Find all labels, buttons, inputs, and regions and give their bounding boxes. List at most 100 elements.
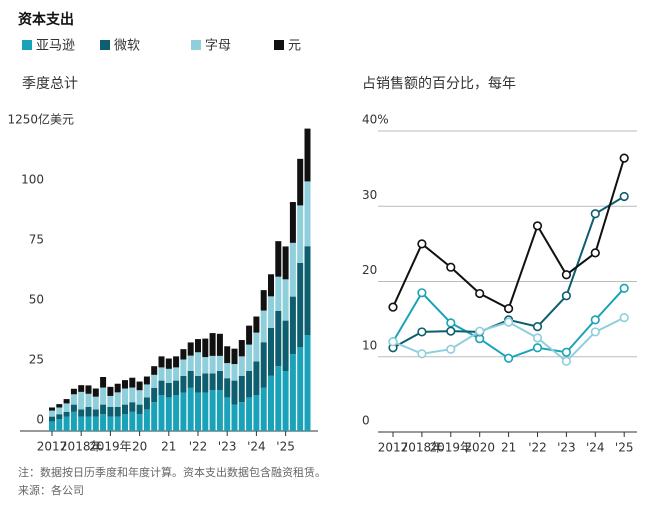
bar xyxy=(56,404,63,408)
point xyxy=(417,288,427,298)
point xyxy=(446,344,456,354)
bar xyxy=(107,395,114,407)
legend-label: 字母 xyxy=(205,39,231,54)
bar xyxy=(129,387,136,403)
bar xyxy=(231,364,238,381)
bar xyxy=(216,355,223,371)
bar xyxy=(260,342,267,388)
point xyxy=(590,209,600,219)
bar xyxy=(92,409,99,417)
bar xyxy=(100,404,107,415)
y-tick-label: 10 xyxy=(362,338,377,352)
bar xyxy=(129,411,136,431)
bar xyxy=(151,374,158,388)
bar xyxy=(158,356,165,368)
bar xyxy=(246,344,253,371)
bar xyxy=(253,332,260,362)
bar xyxy=(260,310,267,343)
bar xyxy=(289,242,296,297)
bar xyxy=(224,397,231,431)
bar xyxy=(187,371,194,388)
bar xyxy=(195,339,201,353)
bar xyxy=(297,263,304,347)
x-tick-label: '22 xyxy=(528,441,547,455)
bar xyxy=(216,371,223,391)
bar xyxy=(202,338,209,358)
bar xyxy=(187,342,194,356)
bar xyxy=(195,392,201,431)
bar xyxy=(187,387,194,431)
y-tick-label: 30 xyxy=(362,188,377,202)
bar xyxy=(275,311,282,367)
bar xyxy=(224,363,231,379)
x-tick-label: '23 xyxy=(557,441,576,455)
bar xyxy=(275,366,282,431)
bar xyxy=(231,348,238,365)
bar xyxy=(180,392,187,431)
bar xyxy=(173,380,180,395)
bar xyxy=(78,409,85,417)
point xyxy=(504,317,514,327)
bar xyxy=(260,290,267,311)
bar xyxy=(304,246,311,335)
bar xyxy=(136,414,143,431)
bar xyxy=(224,378,231,398)
bar xyxy=(282,320,289,371)
bar xyxy=(297,347,304,431)
bar xyxy=(63,403,70,412)
bar xyxy=(78,391,85,410)
x-tick-label: 20 xyxy=(132,440,147,454)
x-tick-label: '24 xyxy=(586,441,605,455)
point xyxy=(532,221,543,231)
point xyxy=(388,337,398,347)
bar xyxy=(173,356,180,368)
x-tick-label: 2019年 xyxy=(89,440,132,454)
bar xyxy=(122,380,128,389)
bar xyxy=(165,397,172,431)
bar xyxy=(151,366,158,375)
bar xyxy=(49,410,55,417)
legend-label: 微软 xyxy=(114,39,140,54)
x-tick-label: 2017 xyxy=(37,440,68,454)
bar xyxy=(187,355,194,371)
point xyxy=(619,313,629,323)
bar xyxy=(85,385,92,394)
bar xyxy=(56,414,63,419)
bar xyxy=(275,241,282,277)
x-tick-label: '24 xyxy=(247,440,266,454)
point xyxy=(590,315,600,325)
bar xyxy=(70,394,77,405)
bar xyxy=(165,383,172,398)
y-tick-label: 100 xyxy=(21,173,44,187)
point xyxy=(619,153,629,163)
bar xyxy=(238,340,245,357)
point xyxy=(475,326,485,336)
bar xyxy=(158,395,165,431)
bar xyxy=(151,387,158,403)
x-tick-label: 2017 xyxy=(378,441,409,455)
bar xyxy=(180,359,187,376)
bar xyxy=(122,414,128,431)
bar xyxy=(268,375,274,431)
bar xyxy=(49,416,55,422)
bar xyxy=(85,407,92,417)
bar xyxy=(78,385,85,392)
bar xyxy=(100,377,107,388)
bar xyxy=(56,407,63,415)
x-tick-label: '22 xyxy=(189,440,208,454)
bar xyxy=(246,371,253,398)
bar xyxy=(180,349,187,360)
bar xyxy=(297,205,304,263)
bar xyxy=(158,380,165,395)
bar xyxy=(268,296,274,328)
bar xyxy=(238,402,245,431)
point xyxy=(417,327,427,337)
legend-label: 元 xyxy=(288,39,301,54)
bar xyxy=(143,409,150,431)
bar xyxy=(136,381,143,391)
bar xyxy=(136,390,143,405)
bar xyxy=(173,395,180,431)
bar xyxy=(282,371,289,431)
bar xyxy=(195,352,201,376)
